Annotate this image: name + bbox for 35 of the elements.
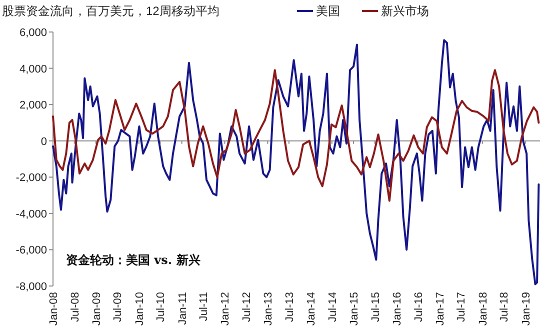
chart-title: 股票资金流向，百万美元，12周移动平均 bbox=[2, 4, 220, 18]
x-tick-label: Jan-19 bbox=[520, 292, 532, 326]
x-tick-label: Jan-12 bbox=[220, 292, 232, 326]
x-tick-label: Jan-10 bbox=[134, 292, 146, 326]
y-tick-label: 2,000 bbox=[19, 100, 47, 112]
x-tick-label: Jul-14 bbox=[326, 292, 339, 322]
y-tick-label: -2,000 bbox=[16, 172, 47, 184]
x-tick-label: Jul-18 bbox=[498, 292, 511, 322]
y-tick-label: -6,000 bbox=[16, 244, 47, 257]
x-tick-label: Jul-16 bbox=[412, 292, 425, 322]
x-tick-label: Jan-09 bbox=[90, 292, 103, 326]
x-tick-label: Jan-14 bbox=[306, 292, 318, 326]
x-tick-label: Jan-17 bbox=[434, 292, 446, 326]
x-tick-label: Jan-16 bbox=[391, 292, 404, 326]
x-tick-label: Jul-11 bbox=[198, 292, 210, 322]
y-tick-label: -8,000 bbox=[16, 281, 47, 293]
x-tick-label: Jul-15 bbox=[370, 292, 382, 322]
x-tick-label: Jul-13 bbox=[284, 292, 296, 322]
legend-label: 新兴市场 bbox=[381, 4, 429, 18]
annotation: 资金轮动：美国 vs. 新兴 bbox=[66, 253, 200, 267]
x-tick-label: Jan-11 bbox=[176, 292, 189, 325]
y-tick-label: 4,000 bbox=[19, 63, 47, 76]
y-tick-label: 6,000 bbox=[19, 27, 47, 39]
y-tick-label: 0 bbox=[40, 136, 47, 148]
x-tick-label: Jul-10 bbox=[155, 292, 168, 322]
legend-label: 美国 bbox=[316, 4, 340, 18]
y-tick-label: -4,000 bbox=[16, 208, 47, 220]
x-tick-label: Jul-17 bbox=[456, 292, 468, 322]
x-tick-label: Jan-15 bbox=[348, 292, 361, 326]
x-tick-label: Jul-08 bbox=[69, 292, 82, 322]
x-tick-label: Jan-08 bbox=[48, 292, 60, 326]
x-tick-label: Jan-18 bbox=[477, 292, 490, 326]
x-tick-label: Jul-12 bbox=[241, 292, 254, 322]
x-tick-label: Jul-09 bbox=[112, 292, 124, 322]
x-tick-label: Jan-13 bbox=[262, 292, 275, 326]
